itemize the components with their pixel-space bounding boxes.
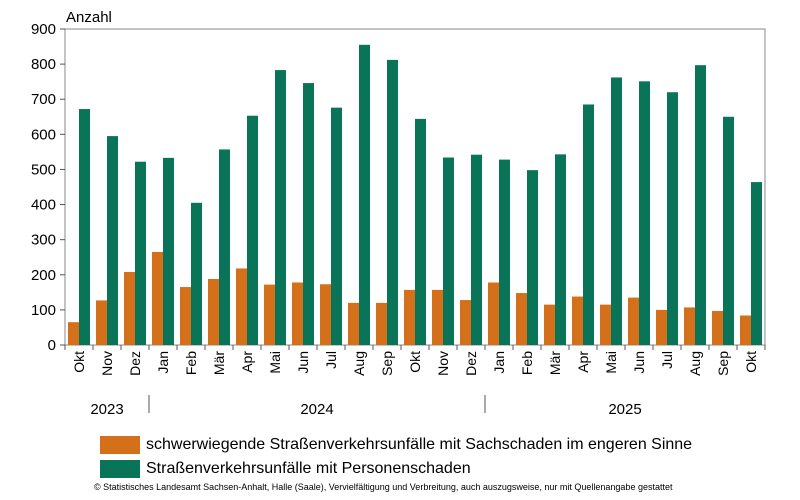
legend-label-sachschaden: schwerwiegende Straßenverkehrsunfälle mi… [146, 436, 693, 453]
bar-sachschaden [96, 300, 107, 345]
bar-personenschaden [387, 59, 398, 346]
x-tick-label: Jun [295, 351, 311, 374]
bar-personenschaden [247, 115, 258, 345]
x-tick-label: Okt [743, 351, 759, 373]
bar-sachschaden [180, 287, 191, 345]
x-tick-label: Aug [351, 351, 367, 376]
x-tick-label: Nov [99, 351, 115, 376]
x-tick-label: Mai [267, 351, 283, 374]
x-tick-label: Feb [183, 351, 199, 375]
legend-swatch-personenschaden [100, 460, 140, 478]
x-tick-label: Apr [239, 351, 255, 373]
y-tick-label: 700 [31, 91, 56, 108]
x-tick-label: Sep [379, 351, 395, 376]
bar-personenschaden [723, 116, 734, 346]
legend-swatch-sachschaden [100, 436, 140, 454]
x-tick-label: Aug [687, 351, 703, 376]
y-tick-label: 600 [31, 126, 56, 143]
bar-personenschaden [639, 81, 650, 345]
x-tick-label: Jul [323, 351, 339, 369]
x-tick-label: Mai [603, 351, 619, 374]
bar-sachschaden [628, 297, 639, 345]
bar-sachschaden [320, 284, 331, 345]
x-tick-label: Okt [71, 351, 87, 373]
bar-personenschaden [359, 44, 370, 346]
bar-sachschaden [236, 268, 247, 345]
x-tick-label: Jan [491, 351, 507, 374]
bar-personenschaden [79, 109, 90, 345]
legend-item-sachschaden: schwerwiegende Straßenverkehrsunfälle mi… [100, 433, 692, 457]
bar-personenschaden [555, 154, 566, 345]
bar-sachschaden [376, 302, 387, 345]
bar-personenschaden [107, 136, 118, 345]
bar-sachschaden [572, 296, 583, 345]
bar-sachschaden [712, 310, 723, 345]
x-tick-label: Mär [211, 351, 227, 375]
y-tick-label: 800 [31, 56, 56, 73]
bar-personenschaden [471, 154, 482, 345]
x-tick-label: Okt [407, 351, 423, 373]
x-tick-label: Mär [547, 351, 563, 375]
source-note: © Statistisches Landesamt Sachsen-Anhalt… [94, 482, 673, 492]
bar-personenschaden [135, 161, 146, 345]
bar-personenschaden [527, 170, 538, 345]
x-tick-label: Feb [519, 351, 535, 375]
bar-personenschaden [583, 104, 594, 345]
year-label: 2024 [300, 401, 333, 418]
x-tick-label: Dez [463, 351, 479, 376]
bar-sachschaden [264, 284, 275, 345]
bar-personenschaden [163, 157, 174, 345]
bar-personenschaden [499, 159, 510, 345]
bar-sachschaden [516, 293, 527, 345]
bar-personenschaden [275, 70, 286, 345]
y-tick-label: 900 [31, 21, 56, 38]
x-tick-label: Sep [715, 351, 731, 376]
bar-sachschaden [152, 251, 163, 345]
bar-sachschaden [600, 304, 611, 345]
y-tick-label: 200 [31, 267, 56, 284]
y-tick-label: 400 [31, 197, 56, 214]
bar-personenschaden [611, 77, 622, 345]
x-tick-label: Jan [155, 351, 171, 374]
bar-sachschaden [656, 309, 667, 345]
x-tick-label: Nov [435, 351, 451, 376]
bar-personenschaden [303, 83, 314, 346]
y-tick-label: 300 [31, 232, 56, 249]
legend: schwerwiegende Straßenverkehrsunfälle mi… [100, 433, 692, 481]
bar-sachschaden [740, 315, 751, 345]
x-tick-label: Dez [127, 351, 143, 376]
bar-personenschaden [695, 65, 706, 346]
bar-personenschaden [415, 118, 426, 345]
bar-sachschaden [460, 300, 471, 345]
legend-label-personenschaden: Straßenverkehrsunfälle mit Personenschad… [146, 460, 471, 477]
bar-sachschaden [488, 282, 499, 345]
bar-personenschaden [191, 202, 202, 345]
bar-personenschaden [667, 92, 678, 345]
bar-sachschaden [684, 307, 695, 345]
x-tick-label: Jun [631, 351, 647, 374]
legend-item-personenschaden: Straßenverkehrsunfälle mit Personenschad… [100, 457, 692, 481]
bar-chart: Anzahl 0 100 200 300 400 500 600 700 800 900 Okt Nov… [31, 9, 766, 418]
bar-personenschaden [331, 107, 342, 345]
bar-sachschaden [68, 322, 79, 345]
bar-sachschaden [544, 304, 555, 345]
bar-personenschaden [219, 149, 230, 345]
bar-personenschaden [751, 182, 762, 345]
y-tick-label: 0 [48, 337, 56, 354]
bar-personenschaden [443, 157, 454, 345]
bar-sachschaden [124, 271, 135, 345]
bar-sachschaden [292, 282, 303, 345]
bar-sachschaden [432, 289, 443, 345]
y-tick-label: 100 [31, 302, 56, 319]
year-label: 2023 [90, 401, 123, 418]
year-label: 2025 [608, 401, 641, 418]
x-tick-label: Apr [575, 351, 591, 373]
bar-sachschaden [208, 278, 219, 345]
bar-sachschaden [348, 302, 359, 345]
y-tick-label: 500 [31, 161, 56, 178]
bar-sachschaden [404, 289, 415, 345]
y-axis-label: Anzahl [66, 9, 112, 26]
x-tick-label: Jul [659, 351, 675, 369]
